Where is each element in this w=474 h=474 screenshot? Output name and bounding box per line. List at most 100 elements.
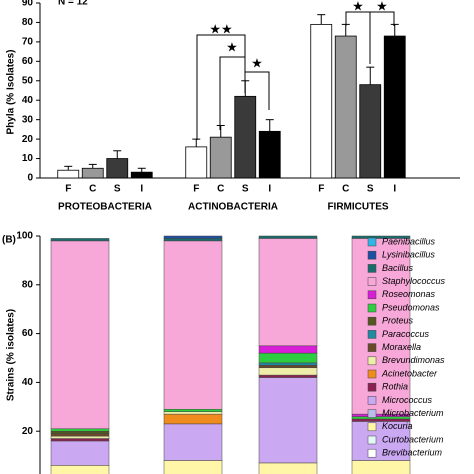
bar-segment [258, 462, 318, 474]
bar-segment [163, 235, 223, 239]
bar-segment [351, 235, 411, 239]
legend-swatch [367, 435, 377, 445]
y-tick-label: 10 [22, 153, 34, 164]
bar-segment [163, 413, 223, 425]
y-tick-label: 40 [22, 95, 34, 106]
legend-label: Curtobacterium [382, 434, 444, 444]
bar [81, 167, 104, 179]
legend-swatch [367, 409, 377, 418]
legend-label: Paracoccus [382, 329, 430, 339]
bar-segment [50, 430, 110, 434]
legend-swatch [367, 250, 377, 260]
bar-segment [163, 411, 223, 415]
legend-swatch [367, 290, 377, 300]
bar-label: S [242, 184, 249, 195]
bar-segment [50, 238, 110, 242]
legend-label: Micrococcus [382, 395, 433, 405]
y-tick-label: 40 [22, 377, 34, 388]
bar [258, 130, 281, 179]
bar [209, 136, 232, 179]
note: N = 12 [58, 0, 88, 8]
legend-swatch [367, 330, 377, 339]
significance: ★ [226, 39, 238, 54]
group-label: PROTEOBACTERIA [58, 202, 152, 213]
bar-label: S [367, 184, 374, 195]
bar [106, 158, 129, 179]
legend-swatch [367, 264, 377, 273]
panel-label: (B) [2, 235, 16, 246]
y-tick-label: 20 [22, 134, 34, 145]
legend-swatch [367, 356, 377, 366]
bar-segment [50, 435, 110, 439]
bar-label: S [114, 184, 121, 195]
y-tick-label: 0 [27, 173, 33, 184]
legend-label: Kocuria [382, 421, 413, 431]
legend-label: Brevundimonas [382, 355, 445, 365]
significance: ★ [352, 0, 364, 13]
bar-label: I [268, 184, 271, 195]
bar-label: C [342, 184, 349, 195]
bar [57, 169, 80, 179]
legend-label: Acinetobacter [381, 368, 438, 378]
bar-segment [258, 352, 318, 364]
y-tick-label: 90 [22, 0, 34, 9]
bar-label: F [65, 184, 71, 195]
bar-label: C [217, 184, 224, 195]
significance: ★ [376, 0, 388, 13]
legend-label: Brevibacterium [382, 448, 443, 458]
bar-segment [163, 460, 223, 474]
legend-label: Pseudomonas [382, 302, 440, 312]
group-label: FIRMICUTES [327, 202, 388, 213]
legend-label: Proteus [382, 316, 414, 326]
bar-label: F [193, 184, 199, 195]
y-tick-label: 60 [22, 56, 34, 67]
bar [234, 95, 257, 179]
legend-label: Paenibacillus [382, 236, 436, 246]
bar-segment [258, 238, 318, 347]
legend-swatch [367, 396, 377, 405]
bar-segment [50, 433, 110, 437]
legend-swatch [367, 369, 377, 379]
legend-swatch [367, 343, 377, 352]
significance: ★ [251, 55, 263, 70]
group-label: ACTINOBACTERIA [188, 202, 278, 213]
legend-swatch [367, 382, 377, 392]
bar-segment [258, 362, 318, 366]
legend-label: Microbacterium [382, 408, 444, 418]
bar [310, 23, 333, 179]
bar-label: C [89, 184, 96, 195]
bar-segment [258, 377, 318, 464]
bar-label: F [318, 184, 324, 195]
y-tick-label: 30 [22, 114, 34, 125]
bar-segment [163, 240, 223, 410]
legend-swatch [367, 422, 377, 432]
legend-swatch [367, 316, 377, 326]
bar-segment [258, 235, 318, 239]
bar [383, 35, 406, 179]
legend-swatch [367, 303, 377, 313]
legend-label: Lysinibacillus [382, 250, 435, 260]
y-tick-label: 20 [22, 426, 34, 437]
bar-segment [351, 421, 411, 461]
bar-segment [258, 374, 318, 378]
bar-segment [50, 440, 110, 466]
y-tick-label: 60 [22, 328, 34, 339]
legend-swatch [367, 448, 377, 458]
y-tick-label: 80 [22, 279, 34, 290]
bar-segment [351, 460, 411, 474]
y-tick-label: 100 [16, 231, 33, 242]
y-tick-label: 70 [22, 37, 34, 48]
y-tick-label: 50 [22, 75, 34, 86]
legend-label: Bacillus [382, 263, 414, 273]
significance: ★★ [209, 21, 232, 36]
bar [130, 171, 153, 179]
legend-label: Moraxella [382, 342, 421, 352]
bar-segment [258, 367, 318, 376]
bar-segment [258, 345, 318, 354]
bar [359, 84, 382, 179]
bar-segment [163, 423, 223, 461]
bar-segment [50, 438, 110, 442]
y-axis-title: Phyla (% Isolates) [6, 49, 17, 134]
bar-segment [50, 240, 110, 430]
